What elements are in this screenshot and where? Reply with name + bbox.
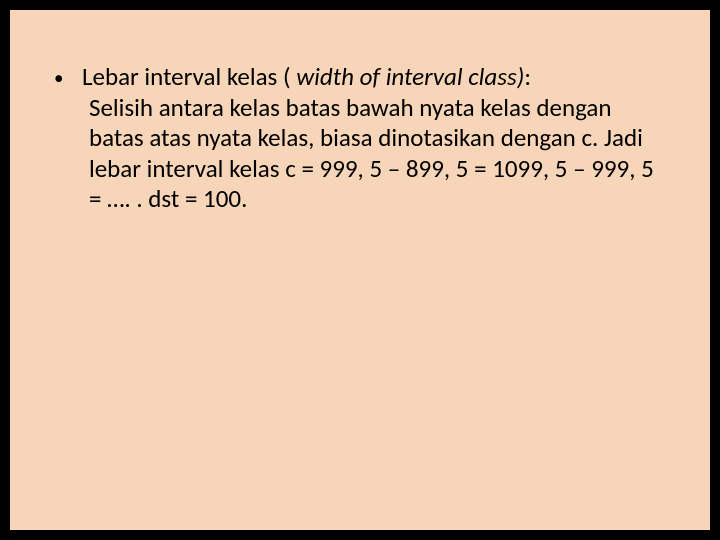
term-tail: : (524, 61, 531, 92)
term-plain: Lebar interval kelas ( (82, 61, 296, 92)
term-italic: width of interval class) (296, 61, 524, 92)
bullet-marker: • (54, 62, 82, 90)
bullet-item: • Lebar interval kelas ( width of interv… (54, 62, 666, 215)
term-description: Selisih antara kelas batas bawah nyata k… (82, 93, 666, 215)
slide-panel: • Lebar interval kelas ( width of interv… (10, 10, 710, 530)
bullet-text: Lebar interval kelas ( width of interval… (82, 62, 666, 215)
